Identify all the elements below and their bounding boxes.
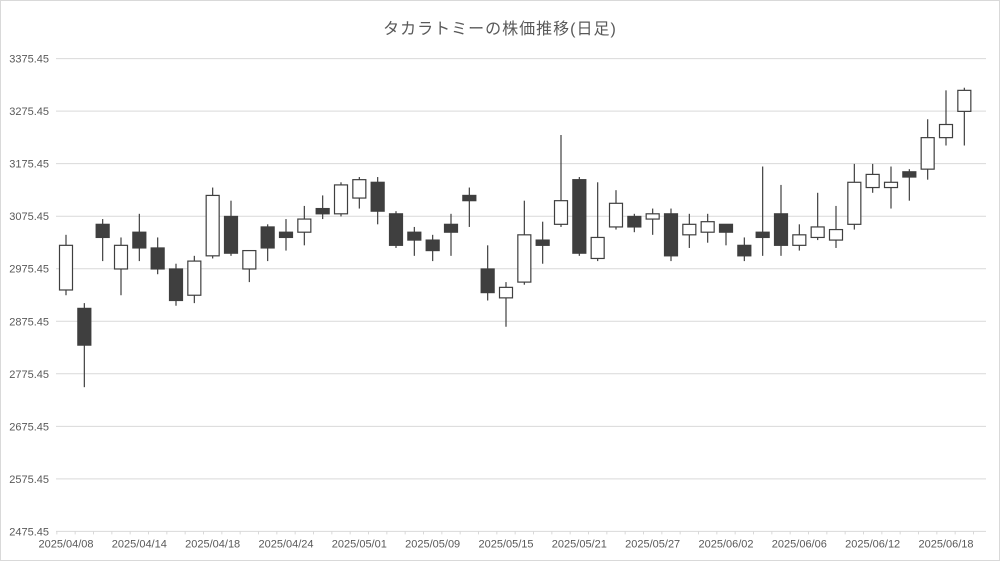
bullish-candle-body xyxy=(645,213,660,220)
bearish-candle-body xyxy=(737,244,752,257)
bullish-candle-body xyxy=(590,236,605,260)
bearish-candle-body xyxy=(315,207,330,215)
bearish-candle-body xyxy=(223,215,239,254)
x-axis-label: 2025/05/09 xyxy=(405,538,460,550)
x-axis-label: 2025/04/14 xyxy=(112,538,167,550)
bullish-candle-body xyxy=(828,228,844,241)
bullish-candle-body xyxy=(553,200,569,225)
x-axis-label: 2025/05/27 xyxy=(625,538,680,550)
bearish-candle-body xyxy=(663,213,679,257)
bullish-candle-body xyxy=(883,181,899,189)
bearish-candle-body xyxy=(773,213,789,246)
x-axis-label: 2025/04/24 xyxy=(258,538,313,550)
bearish-candle-body xyxy=(77,307,92,346)
x-axis-label: 2025/05/01 xyxy=(332,538,387,550)
y-axis-label: 3175.45 xyxy=(9,159,49,171)
x-axis-label: 2025/06/06 xyxy=(772,538,827,550)
bullish-candle-body xyxy=(700,221,715,233)
x-axis-label: 2025/06/02 xyxy=(698,538,753,550)
y-axis-label: 2675.45 xyxy=(9,421,49,433)
bearish-candle-body xyxy=(755,231,770,239)
bearish-candle-body xyxy=(95,223,110,239)
bearish-candle-body xyxy=(278,231,294,239)
y-axis-label: 2475.45 xyxy=(9,526,49,538)
bearish-candle-body xyxy=(388,213,404,246)
bearish-candle-body xyxy=(480,268,495,294)
x-axis-label: 2025/06/12 xyxy=(845,538,900,550)
bearish-candle-body xyxy=(370,181,385,212)
bullish-candle-body xyxy=(297,218,312,233)
bullish-candle-body xyxy=(810,226,825,239)
bearish-candle-body xyxy=(407,231,422,241)
y-axis-label: 2975.45 xyxy=(9,264,49,276)
y-axis-label: 2575.45 xyxy=(9,474,49,486)
bullish-candle-body xyxy=(608,202,624,228)
bullish-candle-body xyxy=(352,179,367,199)
bullish-candle-body xyxy=(498,286,514,299)
bearish-candle-body xyxy=(535,239,550,246)
bearish-candle-body xyxy=(718,223,734,233)
bullish-candle-body xyxy=(792,234,807,246)
bearish-candle-body xyxy=(260,226,275,249)
x-axis-label: 2025/05/21 xyxy=(552,538,607,550)
x-axis-label: 2025/04/08 xyxy=(38,538,93,550)
bullish-candle-body xyxy=(242,249,257,270)
bullish-candle-body xyxy=(58,244,74,291)
bearish-candle-body xyxy=(902,171,917,178)
bearish-candle-body xyxy=(132,231,147,249)
bearish-candle-body xyxy=(425,239,440,252)
bearish-candle-body xyxy=(462,194,477,202)
bullish-candle-body xyxy=(957,89,972,112)
bearish-candle-body xyxy=(572,179,587,254)
bearish-candle-body xyxy=(150,247,165,270)
x-axis-label: 2025/04/18 xyxy=(185,538,240,550)
bullish-candle-body xyxy=(517,234,532,283)
bullish-candle-body xyxy=(205,194,220,257)
bullish-candle-body xyxy=(682,223,697,236)
bullish-candle-body xyxy=(920,137,935,170)
bearish-candle-body xyxy=(443,223,459,233)
bearish-candle-body xyxy=(168,268,184,302)
bullish-candle-body xyxy=(113,244,129,270)
y-axis-label: 3375.45 xyxy=(9,54,49,66)
bearish-candle-body xyxy=(627,215,642,228)
bullish-candle-body xyxy=(865,173,880,189)
y-axis-label: 2775.45 xyxy=(9,369,49,381)
x-axis-label: 2025/06/18 xyxy=(918,538,973,550)
bullish-candle-body xyxy=(847,181,862,225)
y-axis-label: 3275.45 xyxy=(9,106,49,118)
chart-title: タカラトミーの株価推移(日足) xyxy=(383,21,617,38)
bullish-candle-body xyxy=(333,184,349,215)
y-axis-label: 2875.45 xyxy=(9,316,49,328)
bullish-candle-body xyxy=(938,123,954,139)
x-axis-label: 2025/05/15 xyxy=(478,538,533,550)
y-axis-label: 3075.45 xyxy=(9,211,49,223)
bullish-candle-body xyxy=(187,260,202,296)
